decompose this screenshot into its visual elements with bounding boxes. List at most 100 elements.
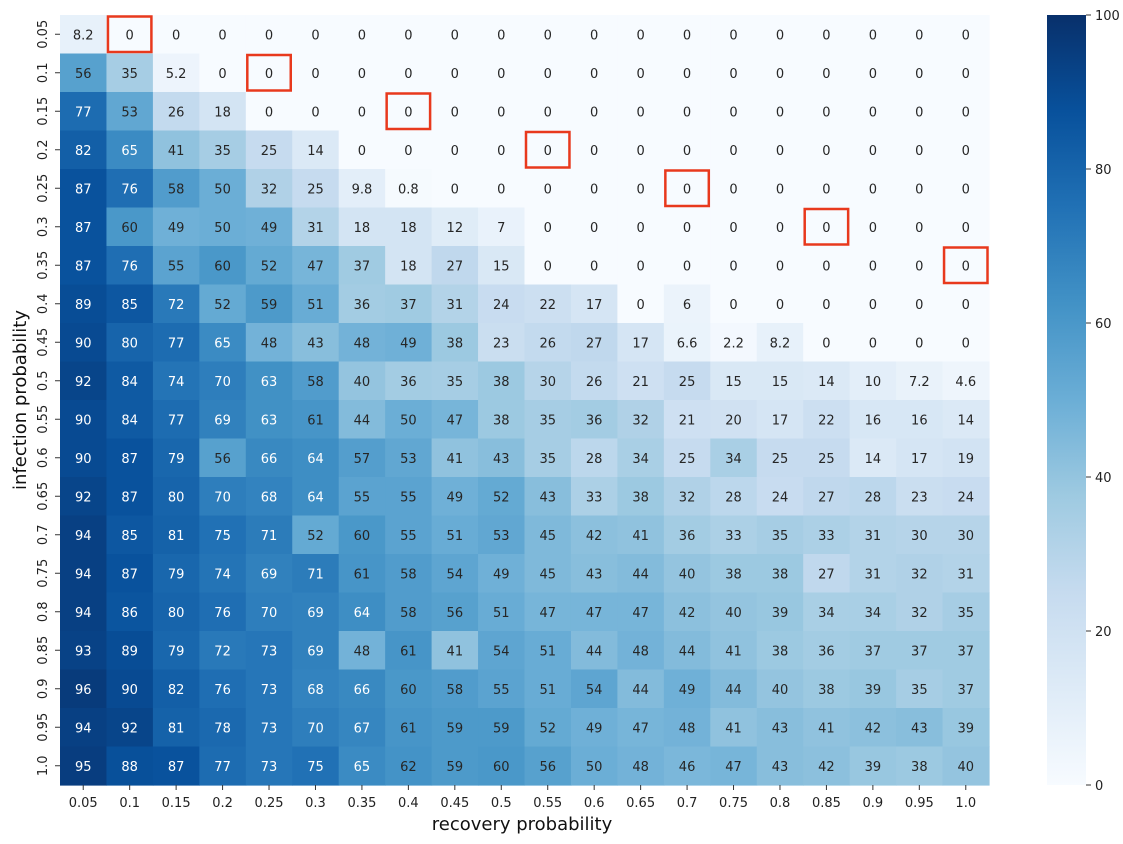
x-tick-label: 0.75 xyxy=(719,796,748,811)
cell-value-label: 0 xyxy=(962,67,970,82)
cell-value-label: 0 xyxy=(869,144,877,159)
heatmap-cell xyxy=(152,169,200,209)
cell-value-label: 50 xyxy=(214,182,231,197)
x-tick-label: 0.9 xyxy=(863,796,884,811)
cell-value-label: 17 xyxy=(586,298,603,313)
cell-value-label: 94 xyxy=(75,567,92,582)
cell-value-label: 0 xyxy=(218,28,226,43)
cell-value-label: 54 xyxy=(493,644,510,659)
heatmap-cell xyxy=(338,92,386,132)
heatmap-cell xyxy=(106,284,154,324)
heatmap-cell xyxy=(431,169,479,209)
heatmap-cell xyxy=(431,207,479,247)
cell-value-label: 39 xyxy=(865,760,882,775)
cell-value-label: 37 xyxy=(400,298,417,313)
heatmap-cell xyxy=(524,477,572,517)
heatmap-cell xyxy=(338,592,386,632)
heatmap-cell xyxy=(292,15,340,55)
cell-value-label: 60 xyxy=(400,683,417,698)
cell-value-label: 47 xyxy=(307,259,324,274)
x-tick-label: 0.95 xyxy=(905,796,934,811)
y-tick-label: 0.5 xyxy=(36,370,51,391)
cell-value-label: 50 xyxy=(214,221,231,236)
heatmap-cell xyxy=(570,207,618,247)
cell-value-label: 69 xyxy=(307,644,324,659)
cell-value-label: 41 xyxy=(447,452,464,467)
heatmap-cell xyxy=(245,284,293,324)
heatmap-cell xyxy=(570,746,618,786)
cell-value-label: 0 xyxy=(683,67,691,82)
cell-value-label: 0 xyxy=(358,28,366,43)
cell-value-label: 25 xyxy=(679,375,696,390)
cell-value-label: 51 xyxy=(447,529,464,544)
heatmap-cell xyxy=(106,246,154,286)
heatmap-cell xyxy=(896,669,944,709)
heatmap-cell xyxy=(617,284,665,324)
cell-value-label: 48 xyxy=(354,644,371,659)
heatmap-cell xyxy=(431,92,479,132)
heatmap-cell xyxy=(896,53,944,93)
x-tick-label: 1.0 xyxy=(955,796,976,811)
cell-value-label: 0 xyxy=(683,105,691,120)
cell-value-label: 30 xyxy=(539,375,556,390)
heatmap-cell xyxy=(524,631,572,671)
heatmap-cell xyxy=(245,438,293,478)
heatmap-cell xyxy=(524,323,572,363)
colorbar-tick-label: 60 xyxy=(1095,317,1112,332)
cell-value-label: 0 xyxy=(869,336,877,351)
cell-value-label: 40 xyxy=(958,760,975,775)
heatmap-cell xyxy=(849,92,897,132)
cell-value-label: 27 xyxy=(447,259,464,274)
heatmap-cell xyxy=(756,15,804,55)
heatmap-cell xyxy=(431,246,479,286)
cell-value-label: 44 xyxy=(679,644,696,659)
cell-value-label: 45 xyxy=(539,529,556,544)
cell-value-label: 80 xyxy=(168,606,185,621)
cell-value-label: 82 xyxy=(168,683,185,698)
cell-value-label: 8.2 xyxy=(770,336,791,351)
heatmap-cell xyxy=(478,515,526,555)
heatmap-cell xyxy=(617,246,665,286)
cell-value-label: 92 xyxy=(121,721,138,736)
heatmap-cell xyxy=(524,207,572,247)
cell-value-label: 52 xyxy=(214,298,231,313)
heatmap-cell xyxy=(896,361,944,401)
heatmap-cell xyxy=(478,400,526,440)
heatmap-cell xyxy=(803,669,851,709)
cell-value-label: 33 xyxy=(586,490,603,505)
cell-value-label: 0 xyxy=(915,105,923,120)
heatmap-cell xyxy=(106,746,154,786)
heatmap-cell xyxy=(152,92,200,132)
cell-value-label: 31 xyxy=(307,221,324,236)
y-tick-label: 0.55 xyxy=(36,405,51,434)
cell-value-label: 40 xyxy=(354,375,371,390)
heatmap-cell xyxy=(385,246,433,286)
cell-value-label: 34 xyxy=(865,606,882,621)
cell-value-label: 24 xyxy=(772,490,789,505)
heatmap-cell xyxy=(385,669,433,709)
cell-value-label: 39 xyxy=(772,606,789,621)
heatmap-cell xyxy=(60,554,108,594)
cell-value-label: 0 xyxy=(729,144,737,159)
cell-value-label: 0 xyxy=(822,298,830,313)
cell-value-label: 54 xyxy=(586,683,603,698)
cell-value-label: 87 xyxy=(121,567,138,582)
heatmap-cell xyxy=(292,592,340,632)
cell-value-label: 56 xyxy=(539,760,556,775)
heatmap-cell xyxy=(152,246,200,286)
cell-value-label: 64 xyxy=(307,452,324,467)
cell-value-label: 49 xyxy=(447,490,464,505)
cell-value-label: 92 xyxy=(75,490,92,505)
cell-value-label: 76 xyxy=(214,683,231,698)
cell-value-label: 90 xyxy=(75,452,92,467)
heatmap-cell xyxy=(60,708,108,748)
cell-value-label: 84 xyxy=(121,413,138,428)
heatmap-cell xyxy=(942,515,990,555)
heatmap-cell xyxy=(199,130,247,170)
heatmap-cell xyxy=(524,246,572,286)
heatmap-cell xyxy=(710,669,758,709)
colorbar-tick-label: 40 xyxy=(1095,471,1112,486)
heatmap-cell xyxy=(617,92,665,132)
heatmap-cell xyxy=(152,554,200,594)
heatmap-cell xyxy=(199,400,247,440)
